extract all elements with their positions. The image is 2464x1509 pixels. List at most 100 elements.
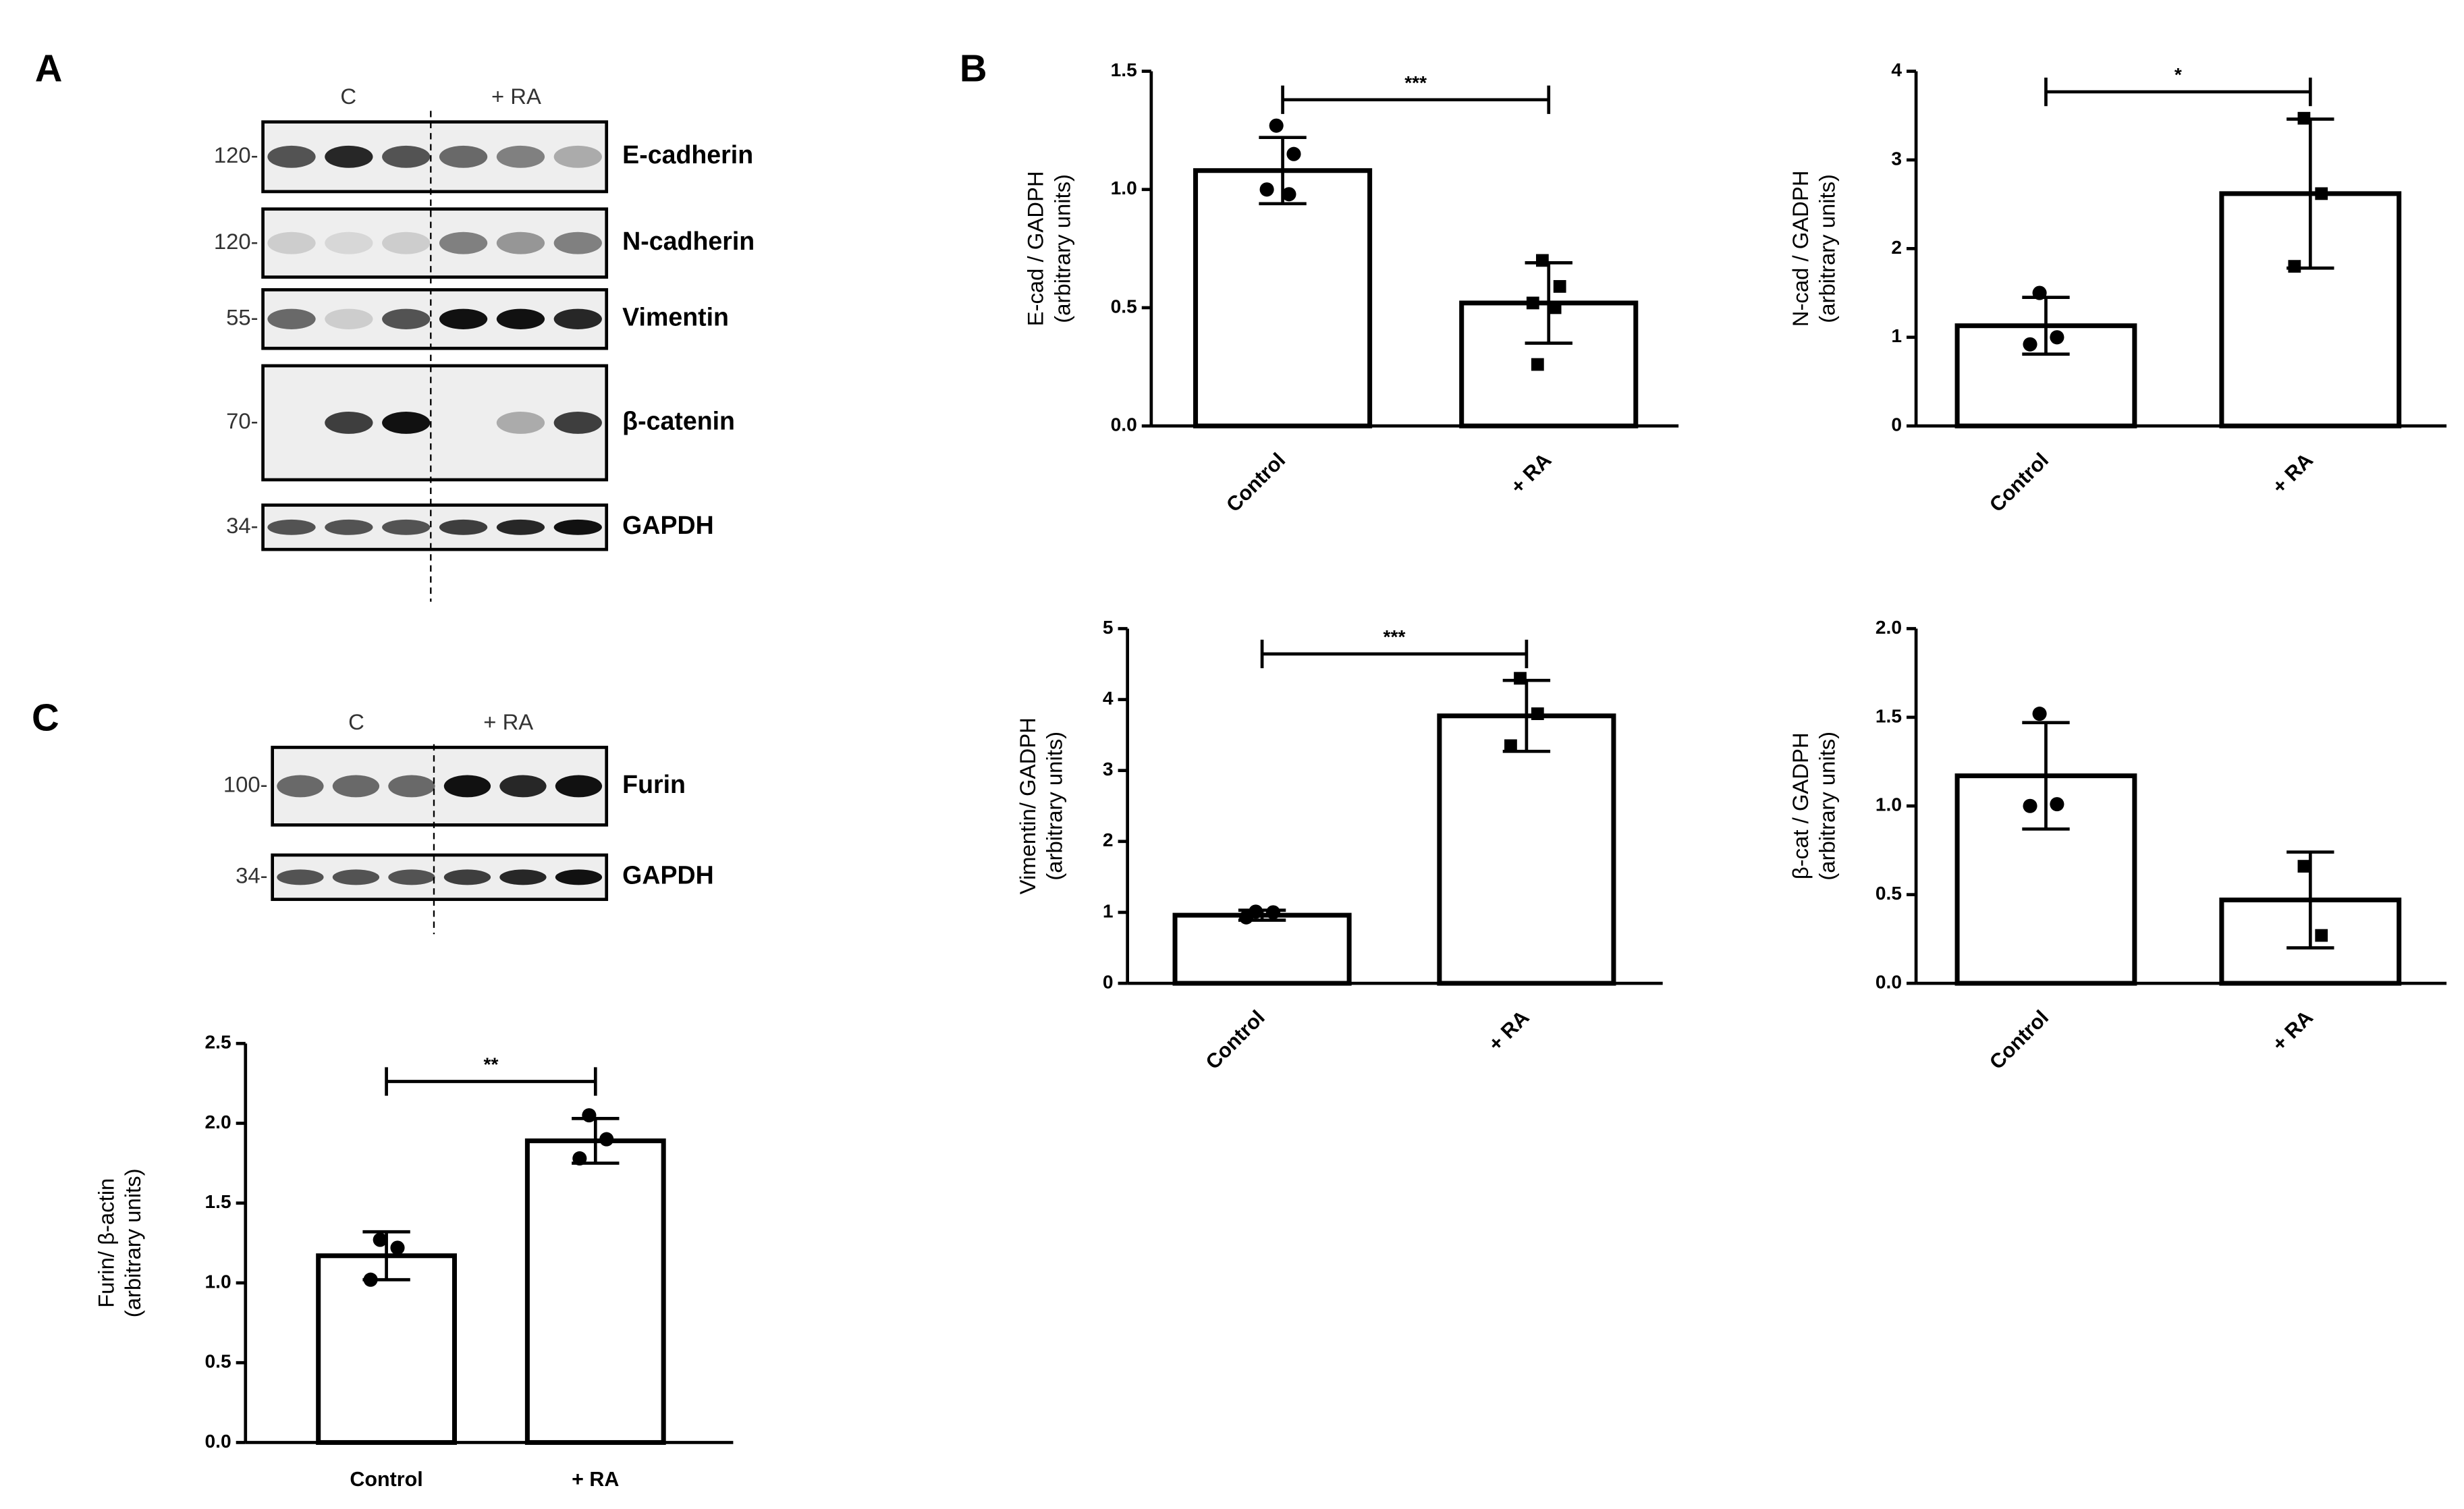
y-tick-label: 0.5 (1876, 883, 1902, 904)
data-point (390, 1240, 405, 1255)
data-point (2297, 111, 2311, 125)
blot-frame (261, 288, 609, 350)
x-tick-label: Control (1201, 1006, 1269, 1074)
blot-band (496, 145, 545, 168)
blot-band (267, 519, 316, 535)
blot-band (325, 231, 373, 254)
x-tick-label: + RA (1506, 449, 1556, 499)
bar (1172, 912, 1352, 986)
data-point (572, 1151, 587, 1166)
data-point (1282, 187, 1296, 202)
data-point (2023, 337, 2037, 352)
blot-band (499, 869, 547, 885)
blot-band (553, 519, 602, 535)
y-tick-label: 0.5 (205, 1351, 231, 1372)
data-point (2315, 187, 2328, 200)
bar-chart: 0.0 0.5 1.0 1.5 2.0 2.5 Furin/ β-actin (arbitra… (93, 1032, 734, 1491)
blot-band (267, 231, 316, 254)
significance-bracket (1260, 639, 1529, 669)
blot-band (325, 519, 373, 535)
blot-column-label: C (340, 84, 356, 109)
significance-label: *** (1384, 626, 1406, 647)
y-axis-label: (arbitrary units) (1049, 174, 1074, 323)
blot-frame (261, 503, 609, 551)
data-point (1535, 254, 1549, 267)
y-tick-label: 2 (1891, 237, 1902, 258)
bar-chart: 0 1 2 3 4 N-cad / GADPH (arbitrary units) Contr… (1788, 59, 2447, 517)
y-tick-label: 1.5 (1111, 59, 1137, 80)
x-tick-label: Control (1222, 449, 1290, 517)
blot-label: Vimentin (622, 303, 729, 331)
blot-band (382, 231, 431, 254)
y-tick-label: 0.0 (1876, 971, 1902, 992)
panel-label: B (960, 47, 987, 89)
significance-label: ** (483, 1053, 498, 1074)
bar (1193, 168, 1373, 429)
blot-band (443, 869, 491, 885)
blot-band (332, 775, 380, 798)
blot-frame (261, 364, 609, 482)
y-axis-label: Furin/ β-actin (93, 1178, 118, 1308)
y-axis-label: E-cad / GADPH (1023, 171, 1048, 326)
blot-band (277, 869, 324, 885)
y-axis-label: (arbitrary units) (1042, 732, 1067, 881)
blot-band (277, 775, 324, 798)
blot-marker: 100- (223, 772, 268, 797)
y-tick-label: 0.5 (1111, 296, 1137, 317)
data-point (1504, 739, 1517, 752)
y-tick-label: 1.5 (205, 1191, 231, 1212)
y-axis-label: β-cat / GADPH (1788, 732, 1813, 879)
blot-marker: 55- (226, 304, 258, 329)
bar-chart: 0.0 0.5 1.0 1.5 2.0 β-cat / GADPH (arbitrary u… (1788, 617, 2447, 1074)
data-point (2297, 860, 2311, 873)
blot-marker: 120- (214, 229, 258, 254)
significance-bracket (2044, 77, 2312, 107)
y-tick-label: 1 (1891, 325, 1902, 346)
blot-label: GAPDH (622, 861, 714, 889)
x-tick-label: + RA (1484, 1006, 1534, 1056)
bar-chart: 0 1 2 3 4 5 Vimentin/ GADPH (arbitrary units) Co… (1015, 617, 1663, 1074)
x-tick-label: + RA (572, 1468, 619, 1491)
panel-label: C (32, 696, 59, 738)
blot-band (267, 145, 316, 168)
y-tick-label: 1.0 (205, 1271, 231, 1292)
data-point (1553, 280, 1566, 293)
panel-label: A (35, 47, 63, 89)
blot-column-label: C (348, 709, 364, 734)
y-axis-label: (arbitrary units) (1815, 732, 1840, 881)
data-point (582, 1108, 597, 1123)
blot-band (499, 775, 547, 798)
blot-band (496, 519, 545, 535)
y-axis-label: N-cad / GADPH (1788, 171, 1813, 327)
y-tick-label: 1.0 (1111, 177, 1137, 198)
x-tick-label: Control (1985, 1006, 2053, 1074)
y-tick-label: 0.0 (1111, 414, 1137, 435)
y-axis-label: (arbitrary units) (120, 1168, 145, 1317)
blot-band (443, 775, 491, 798)
blot-marker: 34- (236, 863, 267, 888)
data-point (2050, 797, 2064, 812)
blot-frame (261, 207, 609, 279)
data-point (1514, 671, 1527, 685)
bar-chart: 0.0 0.5 1.0 1.5 E-cad / GADPH (arbitrary unit… (1023, 59, 1679, 516)
y-tick-label: 3 (1891, 148, 1902, 169)
blot-band (382, 412, 431, 434)
blot-band (496, 308, 545, 329)
blot-band (553, 231, 602, 254)
y-tick-label: 2 (1103, 829, 1114, 850)
blot-band (555, 775, 603, 798)
blot-band (555, 869, 603, 885)
blot-band (439, 145, 488, 168)
data-point (2288, 260, 2301, 273)
blot-marker: 34- (226, 513, 258, 538)
bar (316, 1253, 457, 1445)
data-point (2023, 798, 2037, 813)
blot-band (325, 308, 373, 329)
y-tick-label: 2.5 (205, 1032, 231, 1053)
blot-band (388, 869, 435, 885)
y-tick-label: 0.0 (205, 1431, 231, 1452)
blot-band (553, 145, 602, 168)
x-tick-label: Control (1985, 449, 2053, 517)
blot-marker: 70- (226, 408, 258, 433)
